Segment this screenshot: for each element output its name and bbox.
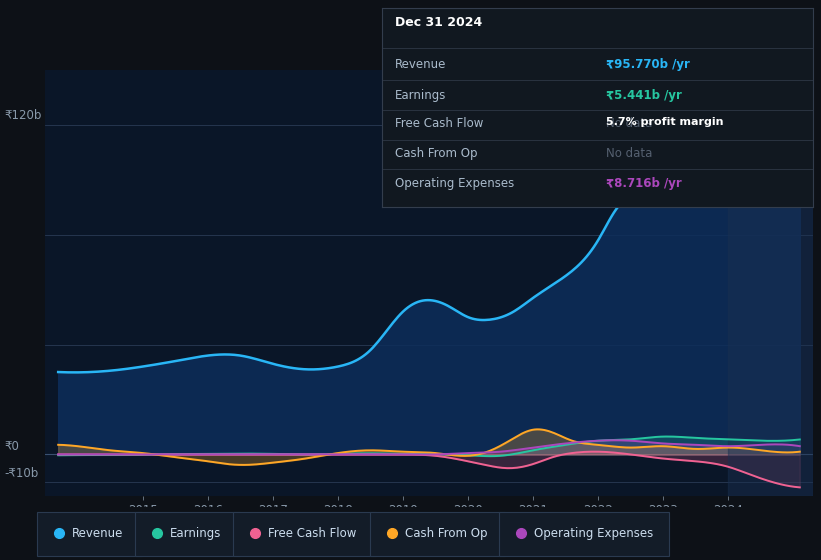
Text: -₹10b: -₹10b — [4, 467, 39, 480]
FancyBboxPatch shape — [370, 512, 505, 556]
Text: Free Cash Flow: Free Cash Flow — [268, 527, 356, 540]
FancyBboxPatch shape — [499, 512, 669, 556]
Text: 5.7% profit margin: 5.7% profit margin — [606, 116, 723, 127]
Bar — [728, 70, 813, 496]
Text: Free Cash Flow: Free Cash Flow — [395, 117, 483, 130]
Text: Earnings: Earnings — [170, 527, 222, 540]
FancyBboxPatch shape — [233, 512, 376, 556]
Text: Operating Expenses: Operating Expenses — [534, 527, 653, 540]
Text: ₹0: ₹0 — [4, 440, 19, 452]
Text: ₹120b: ₹120b — [4, 109, 42, 122]
Text: No data: No data — [606, 117, 652, 130]
Text: No data: No data — [606, 147, 652, 160]
FancyBboxPatch shape — [135, 512, 240, 556]
Text: Revenue: Revenue — [395, 58, 446, 71]
Text: Operating Expenses: Operating Expenses — [395, 177, 514, 190]
Text: Revenue: Revenue — [72, 527, 123, 540]
Text: Cash From Op: Cash From Op — [395, 147, 477, 160]
FancyBboxPatch shape — [38, 512, 142, 556]
Text: Earnings: Earnings — [395, 90, 446, 102]
Text: ₹95.770b /yr: ₹95.770b /yr — [606, 58, 690, 71]
Text: Dec 31 2024: Dec 31 2024 — [395, 16, 482, 29]
Text: Cash From Op: Cash From Op — [405, 527, 488, 540]
Text: ₹8.716b /yr: ₹8.716b /yr — [606, 177, 681, 190]
Text: ₹5.441b /yr: ₹5.441b /yr — [606, 90, 681, 102]
